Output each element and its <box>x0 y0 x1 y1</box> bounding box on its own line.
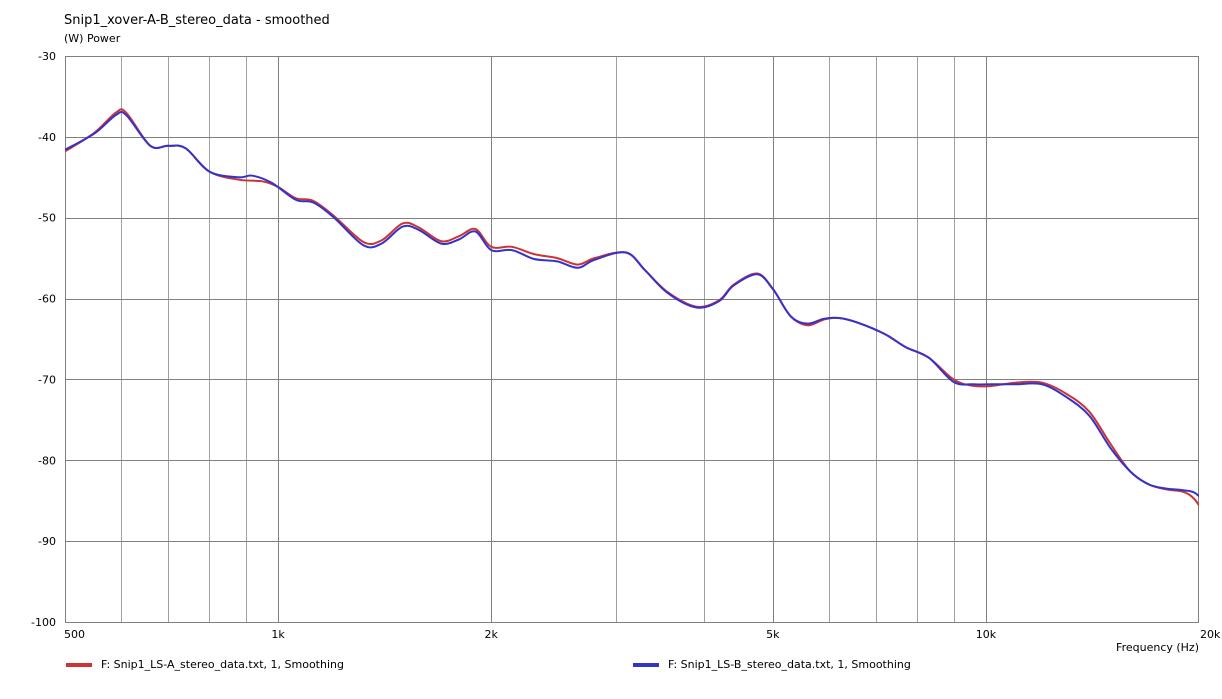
plot-frame <box>65 56 1199 623</box>
chart-title: Snip1_xover-A-B_stereo_data - smoothed <box>64 13 330 28</box>
legend-item-a: F: Snip1_LS-A_stereo_data.txt, 1, Smooth… <box>66 658 344 671</box>
y-tick-label: -90 <box>38 535 56 548</box>
x-axis-label: Frequency (Hz) <box>1116 641 1199 654</box>
series-line-ls-a <box>65 108 1199 508</box>
legend-swatch-b <box>633 662 659 667</box>
x-tick-label: 5k <box>766 628 780 641</box>
y-tick-label: -40 <box>38 131 56 144</box>
y-tick-label: -100 <box>31 616 56 629</box>
y-tick-label: -60 <box>38 293 56 306</box>
legend-swatch-a <box>66 662 92 667</box>
legend-label-a: F: Snip1_LS-A_stereo_data.txt, 1, Smooth… <box>101 658 344 671</box>
series-line-ls-b <box>65 110 1199 498</box>
y-axis-unit-label: (W) Power <box>64 32 121 45</box>
y-tick-label: -70 <box>38 373 56 386</box>
y-tick-label: -80 <box>38 454 56 467</box>
y-tick-label: -30 <box>38 50 56 63</box>
x-tick-label: 20k <box>1200 628 1221 641</box>
legend-item-b: F: Snip1_LS-B_stereo_data.txt, 1, Smooth… <box>633 658 911 671</box>
x-tick-label: 10k <box>976 628 997 641</box>
x-tick-label: 1k <box>271 628 285 641</box>
legend-label-b: F: Snip1_LS-B_stereo_data.txt, 1, Smooth… <box>668 658 911 671</box>
y-tick-label: -50 <box>38 212 56 225</box>
x-tick-label: 500 <box>64 628 85 641</box>
x-tick-label: 2k <box>484 628 498 641</box>
